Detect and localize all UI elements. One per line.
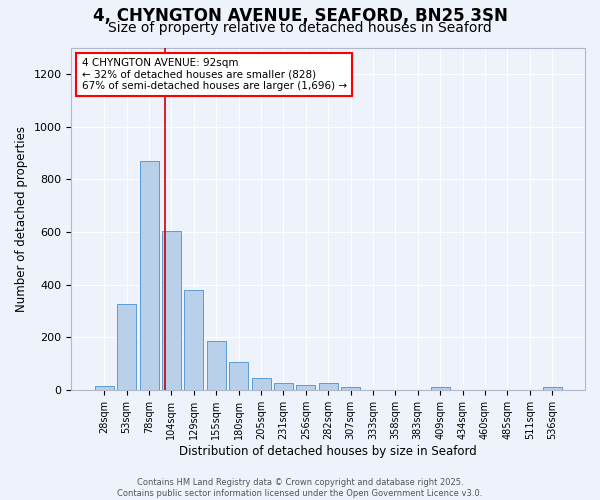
Bar [319, 384, 338, 390]
Bar [184, 290, 203, 390]
X-axis label: Distribution of detached houses by size in Seaford: Distribution of detached houses by size … [179, 444, 477, 458]
Bar [251, 378, 271, 390]
Bar [207, 341, 226, 390]
Bar [431, 386, 449, 390]
Bar [162, 230, 181, 390]
Y-axis label: Number of detached properties: Number of detached properties [15, 126, 28, 312]
Text: 4 CHYNGTON AVENUE: 92sqm
← 32% of detached houses are smaller (828)
67% of semi-: 4 CHYNGTON AVENUE: 92sqm ← 32% of detach… [82, 58, 347, 91]
Bar [274, 384, 293, 390]
Bar [296, 385, 316, 390]
Text: 4, CHYNGTON AVENUE, SEAFORD, BN25 3SN: 4, CHYNGTON AVENUE, SEAFORD, BN25 3SN [92, 8, 508, 26]
Bar [95, 386, 114, 390]
Bar [542, 387, 562, 390]
Bar [229, 362, 248, 390]
Text: Size of property relative to detached houses in Seaford: Size of property relative to detached ho… [108, 21, 492, 35]
Text: Contains HM Land Registry data © Crown copyright and database right 2025.
Contai: Contains HM Land Registry data © Crown c… [118, 478, 482, 498]
Bar [117, 304, 136, 390]
Bar [140, 162, 158, 390]
Bar [341, 387, 360, 390]
